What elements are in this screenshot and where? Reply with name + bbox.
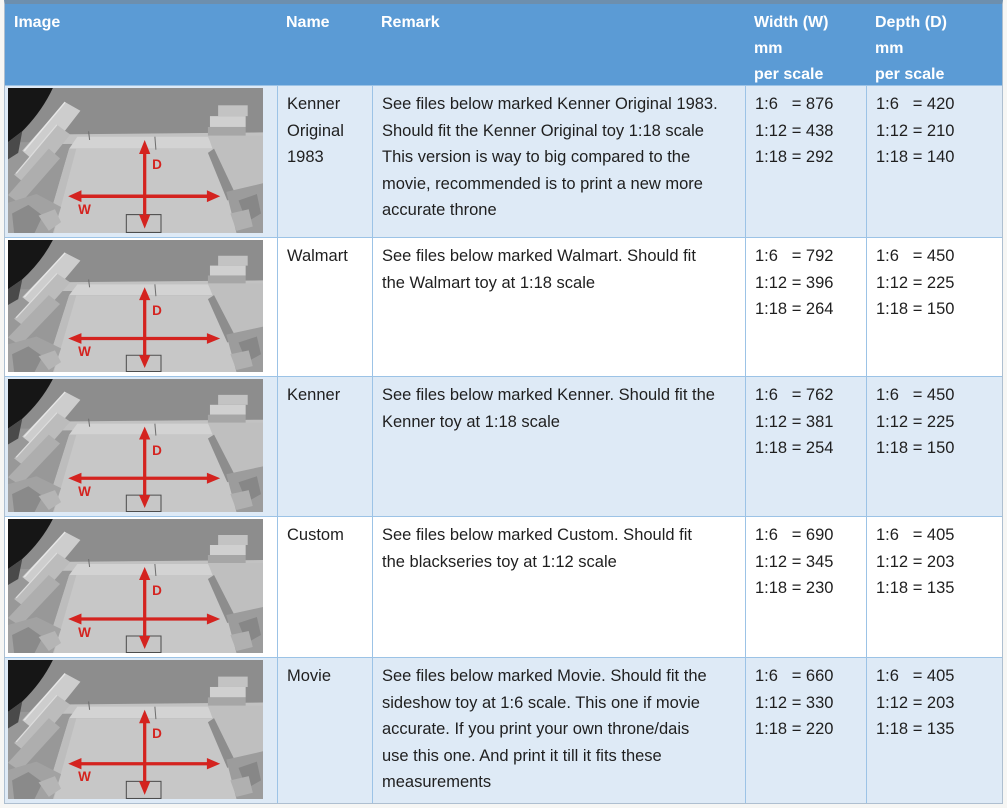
throne-render: D W bbox=[8, 240, 263, 372]
header-depth: Depth (D) mm per scale bbox=[875, 14, 947, 83]
name-cell: Kenner Original 1983 bbox=[277, 86, 372, 237]
remark-cell: See files below marked Kenner Original 1… bbox=[372, 86, 745, 237]
depth-cell: 1:6 = 450 1:12 = 225 1:18 = 150 bbox=[866, 238, 1001, 376]
depth-cell: 1:6 = 405 1:12 = 203 1:18 = 135 bbox=[866, 517, 1001, 657]
name-cell: Walmart bbox=[277, 238, 372, 376]
throne-image-cell: D W bbox=[5, 517, 277, 657]
throne-render-image bbox=[8, 240, 263, 372]
width-arrow-label: W bbox=[78, 624, 91, 640]
throne-image-cell: D W bbox=[5, 238, 277, 376]
throne-render-image bbox=[8, 379, 263, 512]
table-row-kenner: D W Kenner See files below marked Kenner… bbox=[5, 376, 1002, 516]
throne-render: D W bbox=[8, 88, 263, 233]
table-row-walmart: D W Walmart See files below marked Walma… bbox=[5, 237, 1002, 376]
remark-cell: See files below marked Walmart. Should f… bbox=[372, 238, 745, 376]
table-row-movie: D W Movie See files below marked Movie. … bbox=[5, 657, 1002, 803]
name-cell: Kenner bbox=[277, 377, 372, 516]
name-cell: Custom bbox=[277, 517, 372, 657]
throne-render: D W bbox=[8, 379, 263, 512]
throne-image-cell: D W bbox=[5, 86, 277, 237]
throne-render: D W bbox=[8, 519, 263, 653]
remark-cell: See files below marked Movie. Should fit… bbox=[372, 658, 745, 803]
width-arrow-label: W bbox=[78, 201, 91, 217]
depth-arrow-label: D bbox=[152, 582, 162, 598]
header-image: Image bbox=[14, 14, 61, 31]
throne-render-image bbox=[8, 660, 263, 799]
throne-size-table: Image Name Remark Width (W) mm per scale… bbox=[4, 0, 1003, 804]
width-cell: 1:6 = 792 1:12 = 396 1:18 = 264 bbox=[745, 238, 866, 376]
header-remark: Remark bbox=[381, 14, 440, 31]
width-cell: 1:6 = 660 1:12 = 330 1:18 = 220 bbox=[745, 658, 866, 803]
width-cell: 1:6 = 762 1:12 = 381 1:18 = 254 bbox=[745, 377, 866, 516]
depth-cell: 1:6 = 420 1:12 = 210 1:18 = 140 bbox=[866, 86, 1001, 237]
throne-render: D W bbox=[8, 660, 263, 799]
remark-cell: See files below marked Custom. Should fi… bbox=[372, 517, 745, 657]
depth-arrow-label: D bbox=[152, 726, 162, 742]
table-row-custom: D W Custom See files below marked Custom… bbox=[5, 516, 1002, 657]
width-arrow-label: W bbox=[78, 769, 91, 785]
table-row-kenner-original-1983: D W Kenner Original 1983 See files below… bbox=[5, 85, 1002, 237]
table-header-row: Image Name Remark Width (W) mm per scale… bbox=[5, 4, 1002, 85]
throne-render-image bbox=[8, 519, 263, 653]
depth-arrow-label: D bbox=[152, 303, 162, 319]
throne-image-cell: D W bbox=[5, 658, 277, 803]
throne-image-cell: D W bbox=[5, 377, 277, 516]
remark-cell: See files below marked Kenner. Should fi… bbox=[372, 377, 745, 516]
name-cell: Movie bbox=[277, 658, 372, 803]
depth-arrow-label: D bbox=[152, 156, 162, 172]
header-name: Name bbox=[286, 14, 330, 31]
depth-arrow-label: D bbox=[152, 442, 162, 458]
depth-cell: 1:6 = 450 1:12 = 225 1:18 = 150 bbox=[866, 377, 1001, 516]
width-arrow-label: W bbox=[78, 344, 91, 359]
depth-cell: 1:6 = 405 1:12 = 203 1:18 = 135 bbox=[866, 658, 1001, 803]
header-width: Width (W) mm per scale bbox=[754, 14, 829, 83]
width-cell: 1:6 = 876 1:12 = 438 1:18 = 292 bbox=[745, 86, 866, 237]
throne-render-image bbox=[8, 88, 263, 233]
width-arrow-label: W bbox=[78, 483, 91, 499]
width-cell: 1:6 = 690 1:12 = 345 1:18 = 230 bbox=[745, 517, 866, 657]
